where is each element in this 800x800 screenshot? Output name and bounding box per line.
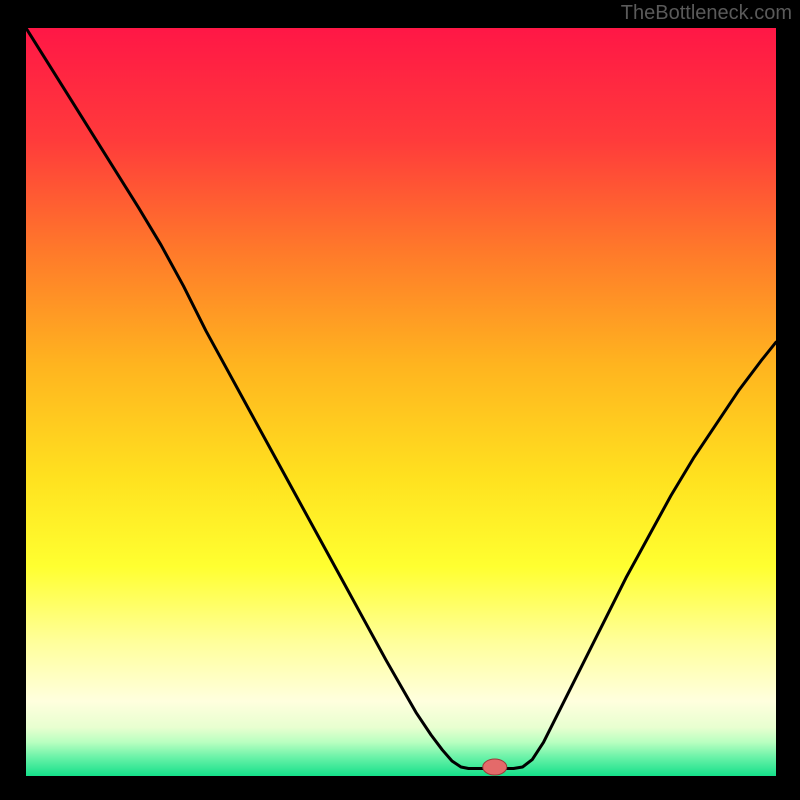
chart-svg — [26, 28, 776, 776]
watermark-text: TheBottleneck.com — [621, 2, 792, 25]
gradient-background — [26, 28, 776, 776]
optimal-marker — [483, 759, 507, 775]
chart-container — [26, 28, 776, 776]
